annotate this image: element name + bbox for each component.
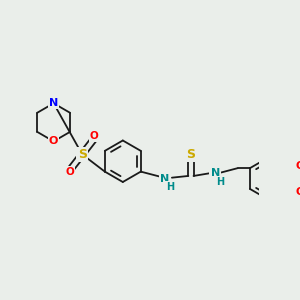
Text: H: H <box>216 177 224 187</box>
Text: O: O <box>90 131 99 141</box>
Text: O: O <box>49 136 58 146</box>
Text: S: S <box>186 148 195 161</box>
Text: N: N <box>49 98 58 108</box>
Text: O: O <box>296 160 300 171</box>
Text: S: S <box>78 148 87 161</box>
Text: N: N <box>211 168 220 178</box>
Text: O: O <box>66 167 74 178</box>
Text: N: N <box>160 173 169 184</box>
Text: H: H <box>166 182 174 192</box>
Text: O: O <box>296 187 300 196</box>
